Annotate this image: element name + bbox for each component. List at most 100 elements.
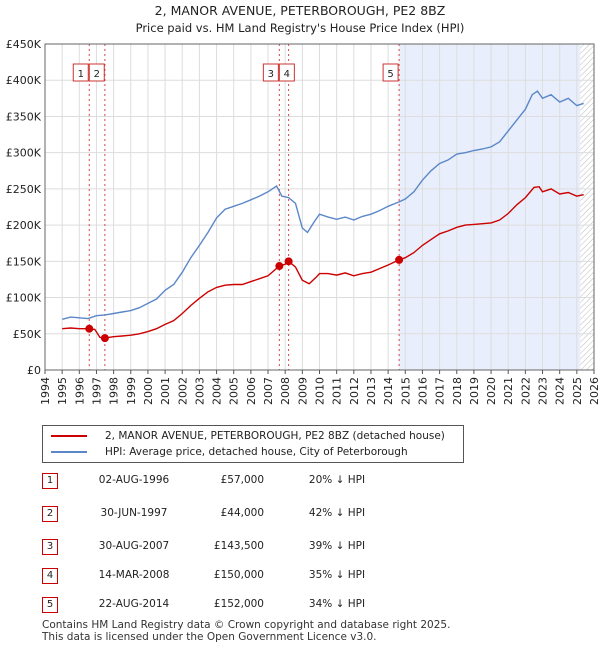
- sale-date: 22-AUG-2014: [98, 598, 170, 610]
- sale-price: £143,500: [213, 540, 264, 552]
- hpi-line: [62, 90, 584, 320]
- y-tick-label: £200K: [6, 219, 42, 232]
- sale-number-box: [262, 63, 279, 82]
- legend-swatch-property: [51, 435, 87, 437]
- x-tick-label: 1999: [125, 377, 138, 405]
- x-tick-label: 1998: [108, 377, 121, 405]
- footer-line-1: Contains HM Land Registry data © Crown c…: [42, 619, 451, 631]
- sale-date: 30-JUN-1997: [100, 507, 168, 519]
- sale-point: [395, 255, 404, 264]
- sale-date: 02-AUG-1996: [98, 474, 170, 486]
- x-tick-label: 2001: [159, 377, 172, 405]
- sale-point: [100, 334, 109, 343]
- x-tick-label: 2022: [519, 377, 532, 405]
- x-tick-label: 2003: [193, 377, 206, 405]
- x-tick-label: 2011: [331, 377, 344, 405]
- x-tick-label: 1995: [56, 377, 69, 405]
- y-tick-label: £400K: [6, 74, 42, 87]
- sale-number-label: 3: [268, 69, 274, 80]
- y-tick-label: £100K: [6, 292, 42, 305]
- shaded-period: [399, 44, 581, 370]
- x-tick-label: 2018: [451, 377, 464, 405]
- sale-row: 3 30-AUG-2007 £143,500 39% ↓ HPI: [42, 538, 562, 558]
- x-tick-label: 2006: [245, 377, 258, 405]
- legend-swatch-hpi: [51, 451, 87, 453]
- sale-hpi-diff: 35% ↓ HPI: [308, 569, 366, 581]
- x-tick-label: 2020: [485, 377, 498, 405]
- sale-point: [275, 262, 284, 271]
- x-tick-label: 2014: [382, 377, 395, 405]
- sale-date: 30-AUG-2007: [98, 540, 170, 552]
- footer-line-2: This data is licensed under the Open Gov…: [42, 631, 377, 643]
- x-tick-label: 2021: [502, 377, 515, 405]
- x-tick-label: 1994: [39, 377, 52, 405]
- chart-title: 2, MANOR AVENUE, PETERBOROUGH, PE2 8BZ: [155, 3, 446, 18]
- x-tick-label: 2002: [176, 377, 189, 405]
- sale-number-label: 2: [94, 69, 100, 80]
- y-tick-label: £250K: [6, 183, 42, 196]
- x-tick-label: 2023: [537, 377, 550, 405]
- sale-number-label: 4: [284, 69, 290, 80]
- x-tick-label: 2007: [262, 377, 275, 405]
- x-tick-label: 1997: [90, 377, 103, 405]
- x-tick-label: 2010: [314, 377, 327, 405]
- x-tick-label: 2015: [399, 377, 412, 405]
- sale-number-box: [72, 63, 89, 82]
- sale-row: 2 30-JUN-1997 £44,000 42% ↓ HPI: [42, 505, 562, 525]
- sale-row: 1 02-AUG-1996 £57,000 20% ↓ HPI: [42, 472, 562, 492]
- sale-number-badge: 5: [42, 597, 58, 613]
- sale-number-badge: 2: [42, 506, 58, 522]
- sale-number-badge: 1: [42, 473, 58, 489]
- x-tick-label: 2012: [348, 377, 361, 405]
- sale-point: [85, 324, 94, 333]
- sale-price: £152,000: [213, 598, 264, 610]
- sale-hpi-diff: 34% ↓ HPI: [308, 598, 366, 610]
- chart-legend: 2, MANOR AVENUE, PETERBOROUGH, PE2 8BZ (…: [42, 425, 464, 463]
- x-tick-label: 2005: [228, 377, 241, 405]
- legend-label-hpi: HPI: Average price, detached house, City…: [105, 446, 408, 458]
- sale-hpi-diff: 39% ↓ HPI: [308, 540, 366, 552]
- x-tick-label: 2008: [279, 377, 292, 405]
- property-price-line: [62, 185, 584, 339]
- legend-label-property: 2, MANOR AVENUE, PETERBOROUGH, PE2 8BZ (…: [105, 430, 445, 442]
- x-tick-label: 2004: [211, 377, 224, 405]
- sale-row: 4 14-MAR-2008 £150,000 35% ↓ HPI: [42, 567, 562, 587]
- sale-price: £44,000: [220, 507, 264, 519]
- plot-border: [44, 43, 595, 371]
- x-tick-label: 2026: [588, 377, 600, 405]
- sale-number-box: [382, 63, 399, 82]
- sale-row: 5 22-AUG-2014 £152,000 34% ↓ HPI: [42, 596, 562, 616]
- sale-price: £150,000: [213, 569, 264, 581]
- y-tick-label: £450K: [6, 38, 42, 51]
- sale-hpi-diff: 20% ↓ HPI: [308, 474, 366, 486]
- y-tick-label: £0: [27, 364, 41, 377]
- x-tick-label: 1996: [73, 377, 86, 405]
- sale-point: [284, 257, 293, 266]
- y-tick-label: £50K: [13, 328, 42, 341]
- sale-price: £57,000: [220, 474, 264, 486]
- x-tick-label: 2000: [142, 377, 155, 405]
- x-tick-label: 2013: [365, 377, 378, 405]
- sale-number-box: [88, 63, 105, 82]
- y-tick-label: £350K: [6, 110, 42, 123]
- chart-subtitle: Price paid vs. HM Land Registry's House …: [136, 21, 465, 35]
- x-tick-label: 2019: [468, 377, 481, 405]
- x-tick-label: 2009: [296, 377, 309, 405]
- sale-number-badge: 4: [42, 568, 58, 584]
- sale-number-badge: 3: [42, 539, 58, 555]
- y-tick-label: £150K: [6, 255, 42, 268]
- sale-hpi-diff: 42% ↓ HPI: [308, 507, 366, 519]
- sale-date: 14-MAR-2008: [98, 569, 170, 581]
- legend-item-hpi: HPI: Average price, detached house, City…: [51, 446, 408, 458]
- sale-number-box: [278, 63, 295, 82]
- copyright-footer: Contains HM Land Registry data © Crown c…: [42, 619, 450, 643]
- x-tick-label: 2016: [416, 377, 429, 405]
- price-chart: 2, MANOR AVENUE, PETERBOROUGH, PE2 8BZ Pr…: [6, 3, 600, 405]
- sale-number-label: 1: [78, 69, 84, 80]
- x-tick-label: 2024: [554, 377, 567, 405]
- x-tick-label: 2025: [571, 377, 584, 405]
- forecast-hatch: [580, 44, 594, 370]
- y-tick-label: £300K: [6, 147, 42, 160]
- sale-number-label: 5: [387, 69, 393, 80]
- x-tick-label: 2017: [434, 377, 447, 405]
